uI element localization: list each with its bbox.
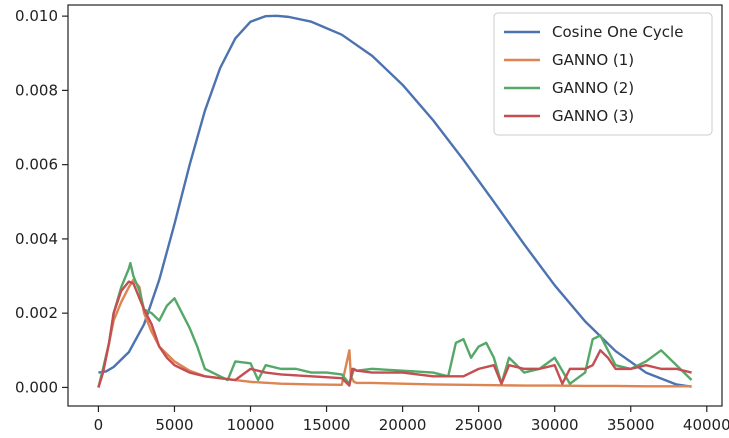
legend-label: GANNO (3) xyxy=(552,107,634,125)
y-tick-label: 0.010 xyxy=(15,7,58,25)
series-line-2 xyxy=(97,261,693,388)
y-tick-label: 0.002 xyxy=(15,304,58,322)
legend: Cosine One Cycle GANNO (1) GANNO (2) GANNO … xyxy=(493,12,713,136)
legend-box xyxy=(493,12,713,136)
series-line-0 xyxy=(98,14,692,388)
x-axis: 0 5000 10000 15000 20000 25000 30000 35000 40000 xyxy=(94,406,729,434)
y-tick-label: 0.000 xyxy=(15,378,58,396)
x-tick-label: 30000 xyxy=(531,416,579,434)
x-tick-label: 40000 xyxy=(683,416,729,434)
y-tick-label: 0.004 xyxy=(15,230,58,248)
plot-frame xyxy=(67,4,723,407)
series-line-1 xyxy=(97,278,692,388)
x-tick-label: 15000 xyxy=(303,416,351,434)
x-tick-label: 0 xyxy=(94,416,104,434)
y-tick-label: 0.006 xyxy=(15,156,58,174)
series-layer xyxy=(97,14,693,388)
y-axis: 0.000 0.002 0.004 0.006 0.008 0.010 xyxy=(15,7,68,396)
y-tick-label: 0.008 xyxy=(15,81,58,99)
series-line-3 xyxy=(97,280,692,388)
x-tick-label: 5000 xyxy=(155,416,193,434)
x-tick-label: 25000 xyxy=(455,416,503,434)
legend-label: GANNO (2) xyxy=(552,79,634,97)
x-tick-label: 20000 xyxy=(379,416,427,434)
x-tick-label: 10000 xyxy=(227,416,275,434)
legend-label: GANNO (1) xyxy=(552,51,634,69)
legend-label: Cosine One Cycle xyxy=(552,23,683,41)
x-tick-label: 35000 xyxy=(607,416,655,434)
